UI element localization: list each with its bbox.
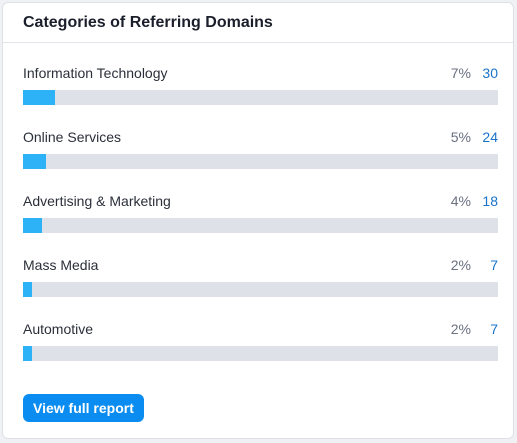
category-row: Mass Media 2% 7 (23, 256, 498, 300)
category-row: Online Services 5% 24 (23, 128, 498, 172)
category-bar-track (23, 90, 498, 105)
view-full-report-button[interactable]: View full report (23, 394, 144, 422)
referring-domains-card: Categories of Referring Domains Informat… (2, 2, 514, 439)
category-bar-track (23, 282, 498, 297)
category-bar-fill (23, 346, 33, 361)
category-percent: 2% (450, 257, 471, 273)
category-percent: 5% (450, 129, 471, 145)
category-percent: 4% (450, 193, 471, 209)
card-title: Categories of Referring Domains (23, 13, 273, 31)
category-count-link[interactable]: 7 (490, 257, 498, 273)
category-bar-fill (23, 154, 47, 169)
category-row: Advertising & Marketing 4% 18 (23, 192, 498, 236)
category-label: Information Technology (23, 65, 168, 81)
category-percent: 2% (450, 321, 471, 337)
category-label: Online Services (23, 129, 122, 145)
category-count-link[interactable]: 30 (482, 65, 498, 81)
category-bar-track (23, 154, 498, 169)
category-count-link[interactable]: 7 (490, 321, 498, 337)
category-bar-fill (23, 218, 42, 233)
category-row: Automotive 2% 7 (23, 320, 498, 364)
category-percent: 7% (450, 65, 471, 81)
card-header: Categories of Referring Domains (3, 3, 513, 43)
category-label: Automotive (23, 321, 94, 337)
category-label: Mass Media (23, 257, 99, 273)
category-bar-track (23, 218, 498, 233)
category-bar-fill (23, 90, 56, 105)
category-row: Information Technology 7% 30 (23, 64, 498, 108)
category-bar-track (23, 346, 498, 361)
category-count-link[interactable]: 18 (482, 193, 498, 209)
category-count-link[interactable]: 24 (482, 129, 498, 145)
category-label: Advertising & Marketing (23, 193, 171, 209)
category-bar-fill (23, 282, 33, 297)
